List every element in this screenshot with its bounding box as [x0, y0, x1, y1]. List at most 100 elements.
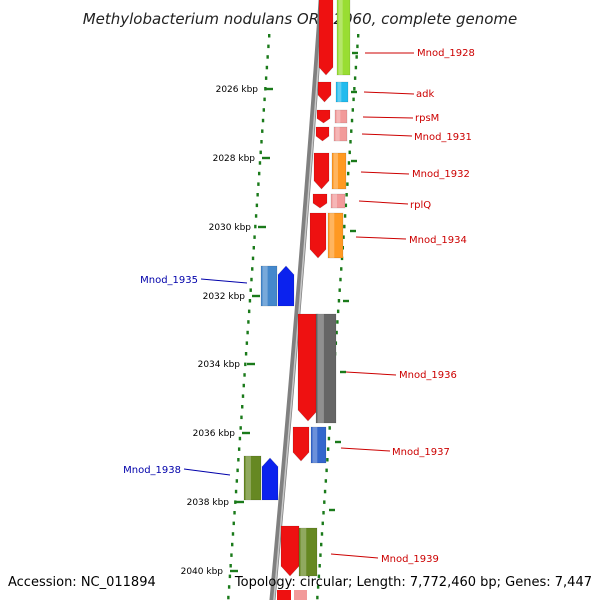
outer-tick-dot	[351, 108, 355, 112]
gene-label-mnod_1932[interactable]: Mnod_1932	[412, 169, 470, 180]
outer-tick-dot	[348, 150, 351, 155]
backbone-highlight	[273, 0, 324, 600]
outer-tick-dot	[346, 171, 350, 176]
inner-tick-dot	[241, 405, 244, 409]
outer-tick-dot	[339, 277, 342, 282]
gene-label-mnod_1928[interactable]: Mnod_1928	[417, 48, 475, 59]
outer-tick-dot	[353, 76, 357, 80]
outer-tick-dot	[337, 299, 341, 303]
tick-label: 2034 kbp	[198, 360, 241, 370]
gene-label-mnod_1939[interactable]: Mnod_1939	[381, 554, 439, 565]
outer-tick-dot	[356, 44, 359, 49]
cog-block-shine	[338, 0, 343, 75]
outer-tick-dot	[335, 330, 338, 335]
gene-layer	[243, 0, 351, 600]
cds-arrow	[280, 525, 300, 577]
inner-tick-dot	[237, 458, 240, 462]
cds-arrow	[318, 0, 334, 76]
outer-tick-dot	[324, 479, 328, 483]
inner-tick-dot	[260, 140, 263, 144]
outer-tick-dot	[340, 256, 344, 261]
gene-label-adk[interactable]: adk	[416, 89, 434, 100]
inner-tick-dot	[228, 574, 232, 579]
inner-tick-dot	[247, 309, 251, 314]
tick-label: 2026 kbp	[216, 85, 259, 95]
inner-tick-dot	[249, 288, 252, 292]
outer-tick-dot	[327, 436, 331, 441]
inner-tick-dot	[227, 585, 231, 589]
inner-tick-dot	[232, 521, 235, 526]
outer-tick-dot	[349, 140, 352, 144]
inner-tick-dot	[257, 182, 260, 186]
inner-tick-dot	[235, 479, 239, 483]
gene-label-mnod_1934[interactable]: Mnod_1934	[409, 235, 467, 246]
outer-tick-dot	[323, 489, 327, 494]
gene-label-mnod_1935[interactable]: Mnod_1935	[140, 275, 198, 286]
inner-tick-dot	[261, 129, 264, 133]
inner-tick-dot	[230, 553, 233, 557]
outer-tick-dot	[320, 542, 323, 547]
cds-arrow	[277, 265, 295, 307]
tick-label: 2038 kbp	[187, 498, 230, 508]
inner-tick-dot	[242, 383, 245, 388]
backbone-layer	[269, 0, 325, 600]
inner-tick-dot	[246, 330, 249, 335]
cog-block	[336, 0, 351, 76]
outer-tick-dot	[325, 468, 328, 473]
outer-tick-dot	[346, 182, 349, 186]
outer-tick-dot	[343, 214, 347, 218]
cog-block-shine	[245, 456, 251, 500]
inner-tick-dot	[254, 214, 258, 218]
cds-arrow	[292, 426, 310, 462]
outer-tick-dot	[343, 224, 346, 229]
gene-label-mnod_1931[interactable]: Mnod_1931	[414, 132, 472, 143]
outer-tick-dot	[347, 161, 351, 165]
inner-tick-dot	[263, 97, 266, 102]
gene-label-mnod_1936[interactable]: Mnod_1936	[399, 370, 457, 381]
inner-tick-dot	[251, 256, 255, 261]
gene-label-mnod_1938[interactable]: Mnod_1938	[123, 465, 181, 476]
inner-tick-dot	[233, 511, 236, 515]
gene-label-mnod_1937[interactable]: Mnod_1937	[392, 447, 450, 458]
tick-label: 2032 kbp	[203, 292, 246, 302]
gene-leader-line	[360, 171, 410, 175]
inner-tick-dot	[257, 171, 261, 176]
outer-tick-dot	[355, 55, 358, 59]
cog-block-shine	[335, 127, 340, 141]
outer-tick-dot	[344, 203, 348, 208]
inner-tick-dot	[261, 118, 265, 123]
outer-tick-dot	[336, 309, 340, 314]
gene-leader-line	[358, 200, 409, 205]
outer-tick-dot	[354, 65, 358, 70]
inner-tick-dot	[237, 447, 241, 451]
cog-block	[315, 313, 337, 424]
tick-label: 2030 kbp	[209, 223, 252, 233]
tick-layer: 2026 kbp 2028 kbp 2030 kbp 2032 kbp 2034 kbp…	[181, 51, 358, 577]
gene-leader-line	[345, 371, 397, 376]
cog-block	[260, 265, 278, 307]
inner-tick-dot	[247, 320, 250, 324]
inner-tick-dot	[255, 203, 259, 208]
outer-tick-dot	[317, 574, 321, 579]
cog-block	[334, 109, 348, 124]
inner-tick-dot	[245, 341, 249, 345]
inner-tick-dot	[264, 76, 268, 80]
cog-block-shine	[300, 528, 307, 576]
gene-leader-line	[363, 91, 415, 95]
tick-label: 2028 kbp	[213, 154, 256, 164]
cds-arrow	[317, 81, 332, 103]
cds-arrow	[313, 152, 330, 190]
inner-tick-dot	[239, 426, 242, 430]
inner-tick-dot	[250, 277, 253, 282]
outer-tick-dot	[316, 585, 320, 589]
inner-tick-dot	[236, 468, 239, 473]
cog-block-shine	[312, 427, 318, 463]
inner-tick-dot	[244, 362, 247, 367]
gene-label-rpsm[interactable]: rpsM	[415, 113, 439, 124]
cog-block	[327, 212, 344, 259]
cds-arrow	[312, 193, 328, 209]
outer-tick-dot	[319, 553, 322, 557]
gene-label-rplq[interactable]: rplQ	[410, 200, 431, 211]
gene-leader-line	[200, 278, 248, 284]
cog-block-shine	[262, 266, 268, 306]
